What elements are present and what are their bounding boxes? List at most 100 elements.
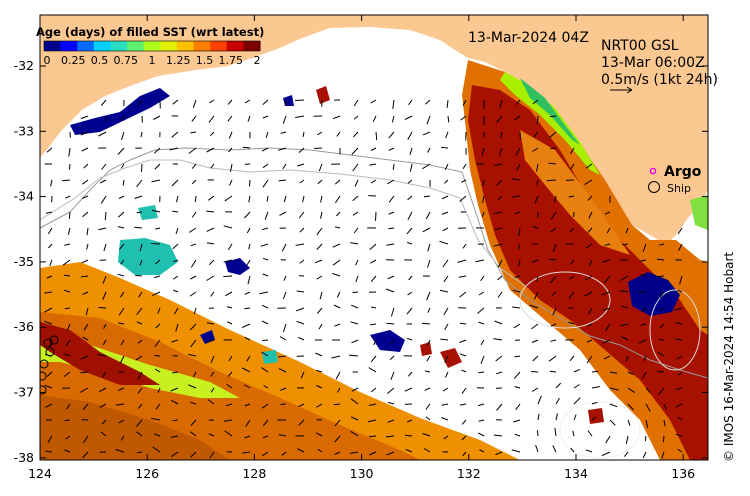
current-vector: [656, 275, 665, 278]
current-vector: [120, 115, 125, 121]
current-vector: [493, 434, 503, 437]
x-axis: 124 126 128 130 132 134 136: [28, 15, 695, 481]
current-vector: [387, 419, 395, 423]
eddy-contour-2: [519, 271, 611, 329]
current-vectors: [44, 99, 683, 459]
current-vector: [302, 195, 305, 203]
current-vector: [332, 259, 341, 266]
current-vector: [514, 275, 521, 278]
current-vector: [154, 227, 161, 230]
current-vector: [154, 339, 161, 348]
current-vector: [350, 416, 359, 421]
current-vector: [118, 307, 125, 316]
current-vector: [45, 211, 53, 214]
current-vector: [316, 227, 323, 236]
current-vector: [644, 435, 647, 442]
current-vector: [535, 444, 539, 453]
current-vector: [372, 115, 377, 123]
current-vector: [404, 387, 413, 392]
current-vector: [206, 147, 215, 153]
current-vector: [278, 368, 287, 373]
current-vector: [515, 403, 521, 411]
current-vector: [442, 259, 449, 268]
current-vector: [391, 115, 395, 123]
current-vector: [375, 131, 378, 141]
current-vector: [300, 371, 305, 379]
current-vector: [550, 227, 557, 233]
current-vector: [314, 259, 323, 264]
current-vector: [208, 433, 215, 437]
y-tick-label: -35: [14, 254, 34, 269]
current-vector: [409, 147, 413, 155]
current-vector: [645, 403, 651, 412]
colorbar-labels: 0 0.25 0.5 0.75 1 1.25 1.5 1.75 2: [44, 54, 261, 67]
current-vector: [494, 163, 503, 166]
current-vector: [601, 451, 611, 457]
current-vector: [278, 147, 287, 151]
current-vector: [244, 291, 251, 295]
current-vector: [120, 435, 125, 441]
current-vector: [531, 387, 539, 392]
current-vector: [620, 275, 629, 281]
current-vector: [153, 115, 161, 120]
current-vector: [206, 339, 215, 343]
credit-label: © IMOS 16-Mar-2024 14:54 Hobart: [722, 251, 736, 462]
current-vector: [224, 430, 233, 437]
current-vector: [642, 451, 647, 459]
current-vector: [591, 370, 599, 373]
current-vector: [226, 306, 233, 309]
current-vector: [585, 449, 593, 453]
current-vector: [190, 401, 197, 405]
current-vector: [172, 371, 179, 374]
current-vector: [262, 419, 269, 427]
current-vector: [247, 115, 251, 122]
current-vector: [550, 211, 557, 220]
current-vector: [481, 147, 485, 156]
current-vector: [407, 371, 413, 377]
current-vector: [223, 419, 233, 422]
current-vector: [677, 448, 683, 453]
current-vector: [63, 289, 71, 293]
current-vector: [249, 179, 251, 187]
current-vector: [387, 275, 395, 280]
current-vector: [370, 147, 377, 151]
current-vector: [478, 321, 485, 325]
current-vector: [478, 419, 485, 422]
current-vector: [424, 387, 431, 391]
current-vector: [392, 163, 395, 170]
current-vector: [462, 163, 467, 170]
current-vector: [494, 320, 503, 325]
current-vector: [407, 211, 413, 221]
shelf-contour: [40, 147, 708, 379]
current-vector: [587, 323, 593, 327]
current-vector: [295, 115, 305, 118]
current-vector: [261, 227, 269, 231]
current-vector: [587, 227, 593, 233]
current-vector: [191, 115, 197, 122]
current-vector: [532, 225, 539, 229]
current-vector: [315, 432, 323, 437]
current-vector: [678, 243, 683, 251]
current-vector: [497, 275, 503, 281]
colorbar-tick-label: 1.5: [196, 54, 214, 67]
current-vector: [461, 387, 467, 394]
sst-band-red: [40, 322, 160, 385]
current-vector: [261, 367, 269, 373]
sst-patch-teal-1: [118, 238, 178, 275]
current-vector: [295, 99, 305, 101]
current-vector: [225, 403, 233, 407]
current-vector: [317, 131, 323, 136]
current-vector: [98, 307, 107, 309]
current-vector: [444, 323, 449, 330]
colorbar-swatch: [44, 41, 62, 51]
current-vector: [259, 291, 269, 295]
current-vector: [137, 99, 143, 106]
current-vector: [352, 195, 359, 202]
current-vector: [44, 320, 53, 325]
current-vector: [569, 275, 575, 280]
y-tick-label: -32: [14, 58, 34, 73]
current-vector: [657, 370, 665, 373]
sst-east-green-right: [690, 195, 708, 230]
current-vector: [171, 131, 179, 138]
current-vector: [176, 195, 179, 203]
